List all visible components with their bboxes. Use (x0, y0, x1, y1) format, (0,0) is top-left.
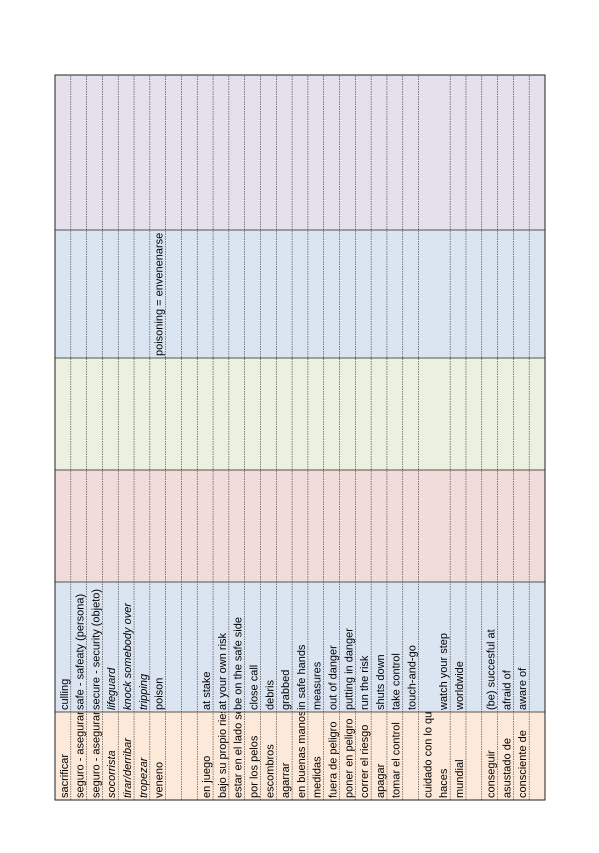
column-fill (55, 75, 545, 230)
spanish-term: escombros (264, 744, 276, 798)
column-fill (55, 358, 545, 470)
spanish-term: tomar el control (391, 722, 403, 798)
english-term: safe - safeaty (persona) (75, 594, 87, 710)
english-term: measures (312, 661, 324, 710)
spanish-term: en buenas manos (296, 710, 308, 798)
spanish-term: tropezar (138, 756, 150, 798)
english-term: lifeguard (106, 667, 118, 710)
spanish-term: socorrista (106, 750, 118, 798)
sheet-grid: sacrificar seguro - asegurar seguro - aseg… (54, 74, 546, 801)
spanish-term: veneno (154, 762, 166, 798)
spanish-term: en juego (201, 756, 213, 798)
spanish-term: medidas (312, 756, 324, 798)
english-term: run the risk (359, 655, 371, 710)
table-border (54, 74, 546, 801)
english-term: shuts down (375, 654, 387, 710)
spanish-term: fuera de peligro (328, 722, 340, 798)
spanish-term: estar en el lado seguro (233, 686, 245, 798)
english-term: touch-and-go (407, 645, 419, 710)
english-term: take control (391, 653, 403, 710)
spanish-term: cuidado con lo que (422, 706, 434, 798)
english-column: culling safe - safeaty (persona) secure - … (59, 589, 529, 711)
spanish-term: tirar/derribar (122, 737, 134, 798)
spanish-term: poner en peligro (343, 718, 355, 798)
english-term: debris (264, 680, 276, 710)
spanish-term: agarrar (280, 762, 292, 798)
english-term: poison (154, 678, 166, 710)
spanish-column: sacrificar seguro - asegurar seguro - aseg… (59, 686, 529, 798)
column-fill (55, 470, 545, 582)
english-term: tripping (138, 673, 150, 710)
column-fill (55, 230, 545, 358)
english-term: knock somebody over (122, 602, 134, 710)
note-column: poisoning = envenenarse (154, 233, 166, 356)
english-term: watch your step (438, 633, 450, 711)
spanish-term: conseguir (486, 750, 498, 798)
note: poisoning = envenenarse (154, 233, 166, 356)
english-term: (be) succesful at (486, 629, 498, 710)
english-term: culling (59, 679, 71, 710)
english-term: aware of (517, 667, 529, 710)
spanish-term: consciente de (517, 730, 529, 798)
english-term: close call (248, 665, 260, 710)
spanish-term: mundial (454, 759, 466, 798)
column-fill (55, 712, 545, 800)
spanish-term: sacrificar (59, 754, 71, 798)
english-term: at your own risk (217, 632, 229, 710)
english-term: at stake (201, 671, 213, 710)
english-term: grabbed (280, 670, 292, 710)
english-term: putting in danger (343, 628, 355, 710)
column-fill (55, 582, 545, 712)
spanish-term: seguro - asegurar (75, 711, 87, 798)
english-term: secure - security (objeto) (90, 589, 102, 710)
english-term: worldwide (454, 661, 466, 711)
spanish-term: asustado de (501, 738, 513, 798)
english-term: in safe hands (296, 644, 308, 710)
spanish-term: apagar (375, 763, 387, 798)
spanish-term: bajo su propio riesgo (217, 696, 229, 798)
spanish-term: seguro - asegurar (90, 711, 102, 798)
spanish-term: por los pelos (248, 735, 260, 798)
spanish-term: correr el riesgo (359, 725, 371, 798)
english-term: afraid of (501, 669, 513, 710)
english-term: be on the safe side (233, 617, 245, 710)
english-term: out of danger (328, 645, 340, 710)
spanish-term: haces (438, 768, 450, 798)
